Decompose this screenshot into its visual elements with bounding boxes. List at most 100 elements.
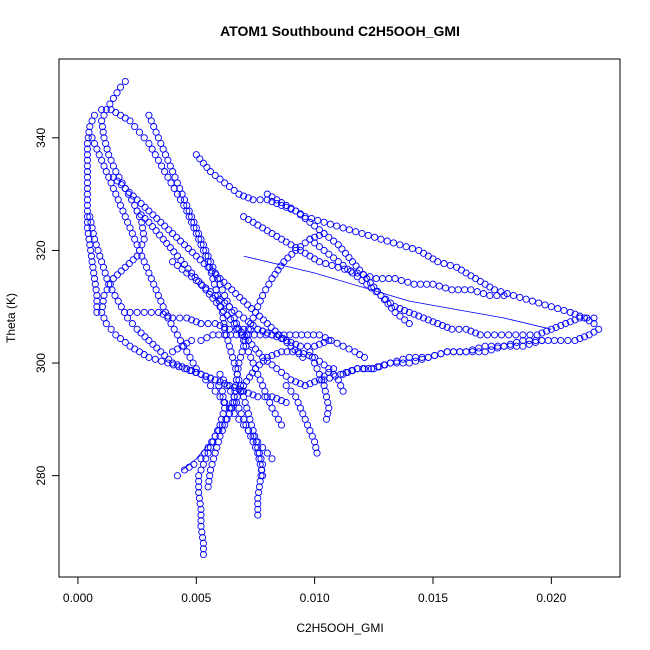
data-point: [227, 387, 235, 395]
data-point: [373, 287, 381, 295]
data-point: [216, 393, 224, 401]
data-point: [437, 350, 445, 358]
data-point: [121, 338, 129, 346]
data-point: [203, 163, 211, 171]
data-point: [273, 365, 281, 373]
data-point: [120, 308, 129, 316]
data-point: [204, 443, 212, 452]
data-point: [240, 421, 248, 429]
data-point: [145, 336, 153, 345]
data-point: [100, 134, 108, 142]
data-point: [221, 398, 229, 407]
data-point: [183, 348, 191, 356]
data-point: [152, 227, 160, 235]
data-point: [195, 477, 203, 485]
data-point: [200, 260, 208, 268]
data-point: [83, 179, 91, 187]
data-point: [133, 207, 141, 215]
data-point: [176, 314, 184, 322]
data-point: [188, 269, 196, 277]
data-point: [345, 253, 353, 262]
data-point: [241, 332, 249, 340]
data-point: [169, 258, 177, 266]
data-point: [244, 194, 252, 202]
data-point: [434, 258, 442, 266]
data-point: [131, 123, 139, 131]
data-point: [219, 307, 228, 315]
data-point: [424, 353, 432, 361]
x-axis-label: C2H5OOH_GMI: [296, 621, 383, 635]
data-point: [268, 198, 276, 206]
data-point: [339, 387, 347, 395]
data-point: [115, 173, 123, 181]
data-point: [111, 291, 119, 300]
data-point: [128, 196, 136, 204]
data-point: [267, 323, 275, 331]
data-point: [306, 380, 314, 388]
data-point: [261, 393, 269, 401]
data-point: [137, 329, 145, 337]
chart-title: ATOM1 Southbound C2H5OOH_GMI: [220, 23, 460, 39]
data-point: [311, 342, 319, 350]
data-point: [311, 233, 319, 241]
data-point: [301, 382, 309, 390]
data-point: [170, 248, 178, 256]
data-point: [192, 252, 200, 260]
data-point: [364, 365, 372, 373]
data-point: [249, 321, 257, 330]
x-tick-label: 0.020: [536, 591, 566, 605]
data-point: [254, 500, 262, 508]
data-point: [371, 233, 379, 241]
data-point: [359, 365, 367, 373]
data-point: [405, 359, 413, 367]
data-point: [188, 316, 196, 324]
data-point: [377, 291, 385, 300]
data-point: [284, 254, 292, 262]
data-point: [203, 334, 211, 342]
data-point: [590, 314, 598, 322]
data-point: [126, 308, 134, 316]
data-point: [292, 246, 300, 254]
data-point: [473, 288, 481, 296]
data-point: [325, 404, 333, 412]
data-point: [83, 139, 91, 148]
data-point: [472, 329, 480, 337]
data-point: [295, 350, 303, 358]
data-point: [178, 265, 186, 273]
data-point: [173, 252, 181, 260]
data-point: [164, 359, 172, 367]
data-point: [154, 156, 162, 164]
data-point: [206, 288, 215, 296]
data-point: [139, 229, 147, 238]
data-point: [259, 357, 267, 365]
data-point: [180, 241, 189, 249]
data-point: [230, 383, 238, 391]
data-point: [467, 327, 475, 335]
data-point: [232, 376, 241, 384]
data-point: [153, 214, 161, 223]
data-point: [216, 175, 224, 183]
data-point: [161, 168, 169, 176]
data-point: [169, 314, 177, 322]
data-point: [315, 258, 323, 266]
data-point: [204, 483, 212, 491]
data-point: [262, 286, 270, 294]
data-point: [247, 305, 256, 313]
data-point: [225, 303, 233, 311]
data-point: [83, 224, 91, 232]
data-point: [125, 260, 133, 268]
data-point: [455, 325, 463, 333]
data-point: [145, 139, 153, 148]
data-point: [259, 327, 267, 335]
data-point: [184, 245, 192, 253]
data-point: [273, 199, 281, 208]
data-point: [333, 339, 341, 347]
y-tick-label: 320: [34, 240, 48, 260]
data-point: [83, 162, 91, 170]
data-point: [435, 282, 443, 290]
data-point: [117, 267, 125, 275]
data-point: [576, 335, 584, 343]
data-point: [277, 201, 286, 209]
data-point: [263, 449, 271, 457]
data-point: [158, 162, 166, 170]
